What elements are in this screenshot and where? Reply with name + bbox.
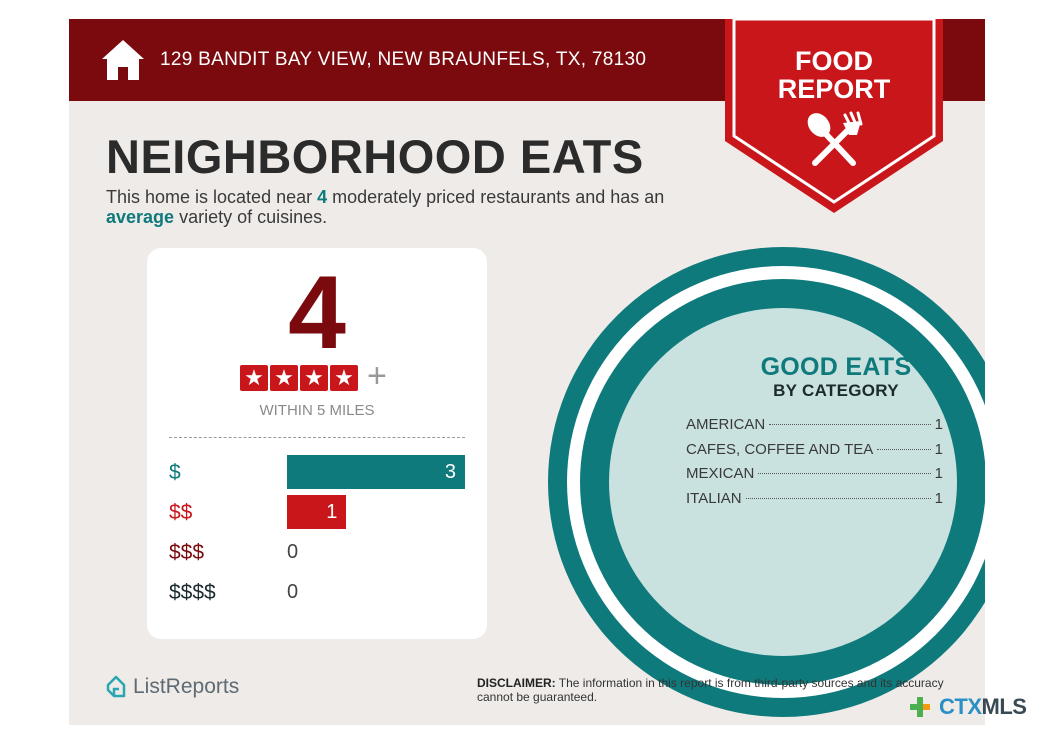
spoon-fork-icon bbox=[807, 111, 863, 166]
intro-part-3: variety of cuisines. bbox=[174, 207, 328, 227]
restaurant-count: 4 bbox=[288, 255, 346, 371]
badge-line-1: FOOD bbox=[795, 46, 873, 76]
star-icon: ★ bbox=[300, 365, 328, 391]
star-icon: ★ bbox=[240, 365, 268, 391]
category-name: MEXICAN bbox=[686, 465, 755, 482]
price-tier-value: 0 bbox=[287, 541, 299, 563]
badge-title: FOOD REPORT bbox=[725, 47, 943, 103]
rating-stars: ★ ★ ★ ★ bbox=[240, 365, 358, 391]
divider bbox=[169, 437, 465, 438]
category-row: CAFES, COFFEE AND TEA 1 bbox=[686, 441, 943, 466]
listreports-logo-icon bbox=[106, 675, 126, 698]
badge-line-2: REPORT bbox=[777, 74, 891, 104]
price-tier-row: $$$ 0 bbox=[169, 535, 469, 569]
category-name: ITALIAN bbox=[686, 489, 742, 507]
disclaimer-text: The information in this report is from t… bbox=[477, 676, 944, 704]
price-tier-label: $$$$ bbox=[169, 581, 216, 604]
intro-count: 4 bbox=[317, 187, 328, 207]
star-icon: ★ bbox=[330, 365, 358, 391]
report-page: 129 BANDIT BAY VIEW, NEW BRAUNFELS, TX, … bbox=[69, 19, 985, 725]
category-count: 1 bbox=[934, 465, 943, 482]
disclaimer: DISCLAIMER: The information in this repo… bbox=[477, 676, 957, 704]
ctxmls-logo-a: CTX bbox=[939, 694, 982, 719]
category-list: AMERICAN 1 CAFES, COFFEE AND TEA 1 MEXICAN 1 I… bbox=[686, 416, 943, 514]
intro-part-1: This home is located near bbox=[106, 187, 318, 207]
category-name: CAFES, COFFEE AND TEA bbox=[686, 440, 874, 458]
category-name: AMERICAN bbox=[686, 416, 766, 433]
ctxmls-logo: CTXMLS bbox=[907, 694, 1027, 720]
disclaimer-label: DISCLAIMER: bbox=[477, 676, 556, 690]
price-tier-value: 0 bbox=[287, 581, 299, 603]
price-tier-row: $$ 1 bbox=[169, 495, 469, 529]
category-row: MEXICAN 1 bbox=[686, 465, 943, 490]
home-icon bbox=[102, 40, 144, 80]
intro-part-2: moderately priced restaurants and has an bbox=[327, 187, 665, 207]
page-title: NEIGHBORHOOD EATS bbox=[106, 130, 644, 183]
texas-cross-icon bbox=[910, 697, 930, 717]
distance-label: WITHIN 5 MILES bbox=[259, 402, 375, 419]
dotted-leader bbox=[758, 473, 931, 474]
price-tier-bar: 1 bbox=[287, 495, 347, 529]
property-address: 129 BANDIT BAY VIEW, NEW BRAUNFELS, TX, … bbox=[160, 49, 647, 70]
listreports-logo: ListReports bbox=[105, 675, 239, 699]
category-count: 1 bbox=[934, 489, 943, 507]
plate-graphic bbox=[548, 247, 985, 717]
price-tier-row: $$$$ 0 bbox=[169, 575, 469, 609]
price-tier-label: $$$ bbox=[169, 541, 205, 564]
category-row: AMERICAN 1 bbox=[686, 416, 943, 441]
dotted-leader bbox=[877, 448, 931, 450]
good-eats-subtitle: BY CATEGORY bbox=[773, 381, 899, 400]
star-icon: ★ bbox=[270, 365, 298, 391]
category-row: ITALIAN 1 bbox=[686, 490, 943, 515]
dotted-leader bbox=[769, 424, 931, 425]
summary-card: 4 ★ ★ ★ ★ + WITHIN 5 MILES $3 $$ 1 $$$ 0 $$$$ 0 bbox=[147, 248, 487, 639]
dotted-leader bbox=[745, 497, 931, 499]
category-count: 1 bbox=[934, 440, 943, 458]
listreports-logo-text: ListReports bbox=[133, 675, 240, 698]
good-eats-title: GOOD EATS bbox=[760, 353, 912, 381]
intro-text: This home is located near 4 moderately p… bbox=[106, 187, 706, 227]
intro-variety: average bbox=[106, 207, 175, 227]
food-report-badge bbox=[725, 19, 943, 213]
price-tier-label: $ bbox=[169, 461, 181, 484]
category-count: 1 bbox=[934, 416, 943, 433]
ctxmls-logo-b: MLS bbox=[981, 694, 1027, 719]
price-tier-bar: 3 bbox=[287, 455, 465, 489]
price-tier-label: $$ bbox=[169, 501, 193, 524]
plus-icon: + bbox=[367, 357, 387, 395]
ctxmls-logo-text: CTXMLS bbox=[939, 694, 1027, 720]
price-tier-row: $3 bbox=[169, 455, 469, 489]
